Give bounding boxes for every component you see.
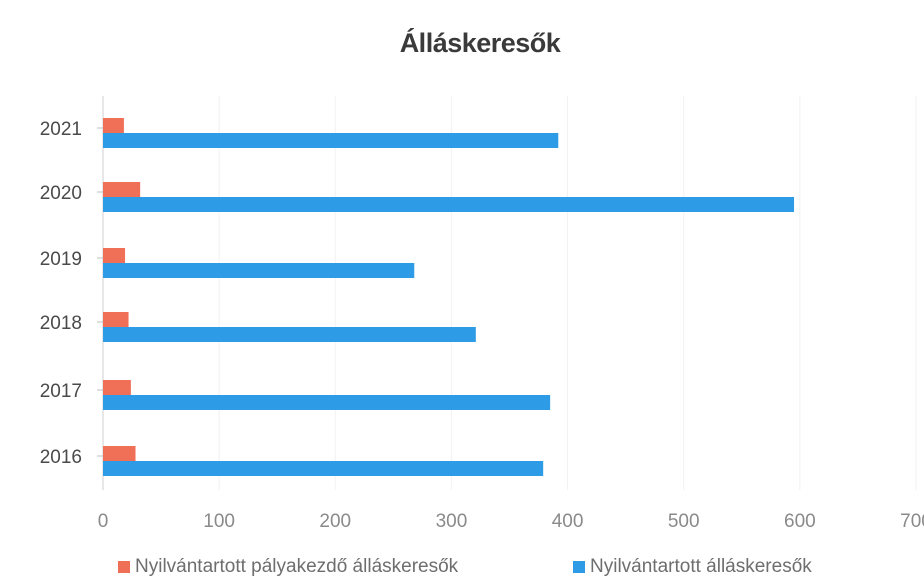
chart-title: Álláskeresők	[399, 28, 561, 58]
legend-swatch-series-1	[118, 561, 130, 573]
x-tick-label-600: 600	[784, 511, 816, 532]
bar-series-2-2019	[103, 263, 415, 278]
bar-series-2-2016	[103, 461, 544, 476]
bar-series-1-2020	[103, 182, 141, 200]
x-tick-label-500: 500	[668, 511, 700, 532]
x-tick-label-300: 300	[436, 511, 468, 532]
legend-label-series-1: Nyilvántartott pályakezdő álláskeresők	[135, 556, 459, 577]
bar-series-2-2018	[103, 327, 476, 342]
x-tick-label-100: 100	[203, 511, 235, 532]
legend-swatch-series-2	[573, 561, 585, 573]
x-tick-label-200: 200	[319, 511, 351, 532]
bar-series-1-2017	[103, 380, 131, 398]
y-tick-label-2021: 2021	[40, 119, 82, 140]
bar-series-2-2020	[103, 197, 795, 212]
legend: Nyilvántartott pályakezdő álláskeresők N…	[0, 556, 924, 580]
grid-lines	[97, 96, 917, 490]
bars	[103, 118, 795, 476]
bar-series-2-2021	[103, 133, 559, 148]
bar-series-1-2021	[103, 118, 124, 136]
legend-item-series-1: Nyilvántartott pályakezdő álláskeresők	[118, 556, 458, 578]
axis-labels: 0 100 200 300 400 500 600 700 2021 2020 2019 2018 20…	[40, 119, 924, 532]
y-tick-label-2018: 2018	[40, 313, 82, 334]
y-tick-label-2017: 2017	[40, 381, 82, 402]
bar-series-1-2016	[103, 446, 136, 464]
x-tick-label-700: 700	[900, 511, 924, 532]
bar-series-1-2019	[103, 248, 126, 266]
x-tick-label-0: 0	[98, 511, 109, 532]
bar-series-1-2018	[103, 312, 129, 330]
legend-label-series-2: Nyilvántartott álláskeresők	[590, 556, 812, 577]
y-tick-label-2016: 2016	[40, 447, 82, 468]
y-tick-label-2019: 2019	[40, 249, 82, 270]
bar-series-2-2017	[103, 395, 551, 410]
x-tick-label-400: 400	[552, 511, 584, 532]
legend-item-series-2: Nyilvántartott álláskeresők	[573, 556, 812, 578]
y-tick-label-2020: 2020	[40, 183, 82, 204]
